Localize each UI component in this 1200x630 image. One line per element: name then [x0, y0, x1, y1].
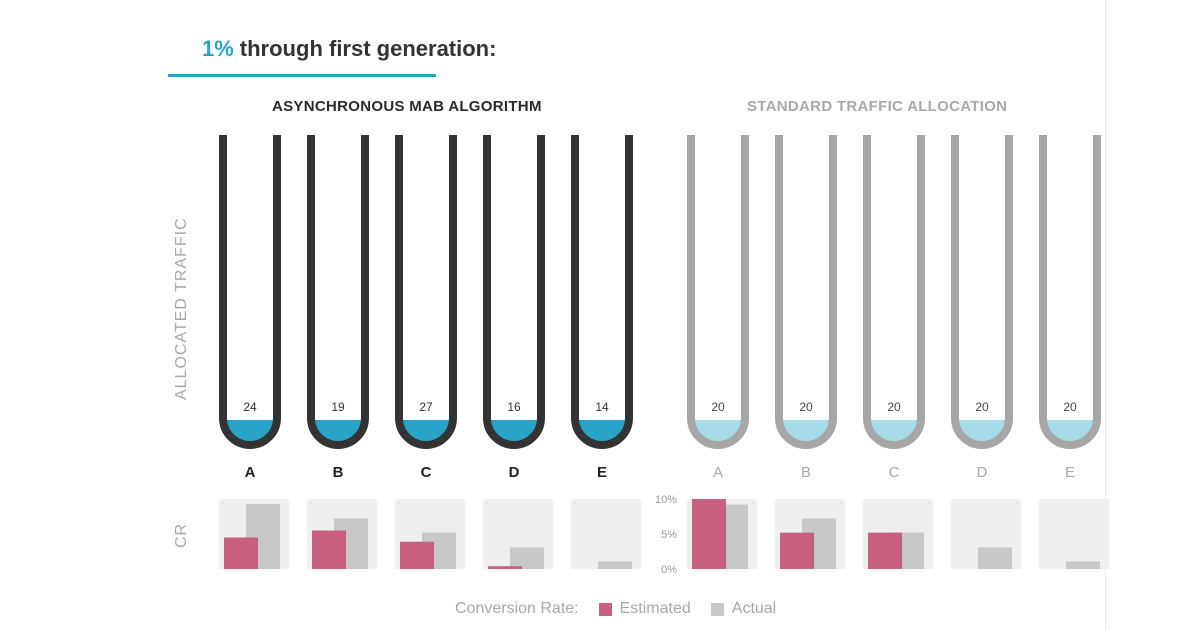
traffic-value: 14: [595, 400, 609, 414]
legend-label: Conversion Rate:: [455, 600, 579, 617]
category-label: E: [1065, 464, 1075, 481]
cr-bar-estimated: [312, 530, 346, 569]
title-underline: [168, 74, 436, 77]
title-text: through first generation:: [239, 36, 497, 61]
panel-edge: [1105, 0, 1106, 630]
traffic-value: 20: [799, 400, 813, 414]
page-title: 1% through first generation:: [202, 36, 496, 62]
category-label: A: [713, 464, 723, 481]
cr-tick-label: 0%: [661, 564, 677, 576]
test-tube: [1039, 135, 1101, 449]
legend-estimated: Estimated: [619, 600, 691, 617]
group-title-standard: STANDARD TRAFFIC ALLOCATION: [747, 98, 1008, 115]
legend-actual: Actual: [731, 600, 777, 617]
test-tube: [687, 135, 749, 449]
cr-bar-estimated: [400, 541, 434, 569]
cr-bar-actual: [510, 547, 544, 569]
category-label: C: [421, 464, 432, 481]
traffic-value: 20: [975, 400, 989, 414]
test-tube: [219, 135, 281, 449]
category-label: A: [245, 464, 256, 481]
traffic-value: 20: [711, 400, 725, 414]
category-label: C: [889, 464, 900, 481]
test-tube: [395, 135, 457, 449]
test-tube: [571, 135, 633, 449]
test-tube: [951, 135, 1013, 449]
traffic-value: 27: [419, 400, 433, 414]
legend-swatch-estimated: [598, 602, 612, 616]
cr-tick-label: 10%: [655, 494, 677, 506]
cr-bar-estimated: [692, 499, 726, 569]
traffic-value: 20: [887, 400, 901, 414]
left-margin: [0, 0, 168, 630]
legend: Conversion Rate: Estimated Actual: [455, 600, 776, 618]
cr-tick-label: 5%: [661, 529, 677, 541]
traffic-value: 16: [507, 400, 521, 414]
test-tube: [863, 135, 925, 449]
category-label: B: [333, 464, 344, 481]
category-label: D: [977, 464, 988, 481]
cr-panel-bg: [1039, 499, 1109, 569]
test-tube: [483, 135, 545, 449]
traffic-value: 19: [331, 400, 345, 414]
cr-bar-estimated: [488, 566, 522, 569]
traffic-value: 20: [1063, 400, 1077, 414]
title-percentage: 1%: [202, 36, 234, 61]
cr-bar-actual: [1066, 561, 1100, 569]
cr-bar-actual: [598, 561, 632, 569]
category-label: B: [801, 464, 811, 481]
legend-swatch-actual: [710, 602, 724, 616]
cr-bar-estimated: [780, 532, 814, 569]
cr-bar-estimated: [868, 532, 902, 569]
category-label: E: [597, 464, 607, 481]
cr-bar-actual: [978, 547, 1012, 569]
test-tube: [775, 135, 837, 449]
category-label: D: [509, 464, 520, 481]
test-tube: [307, 135, 369, 449]
cr-bar-estimated: [224, 537, 258, 569]
traffic-value: 24: [243, 400, 257, 414]
cr-panel-bg: [571, 499, 641, 569]
group-title-mab: ASYNCHRONOUS MAB ALGORITHM: [272, 98, 542, 115]
